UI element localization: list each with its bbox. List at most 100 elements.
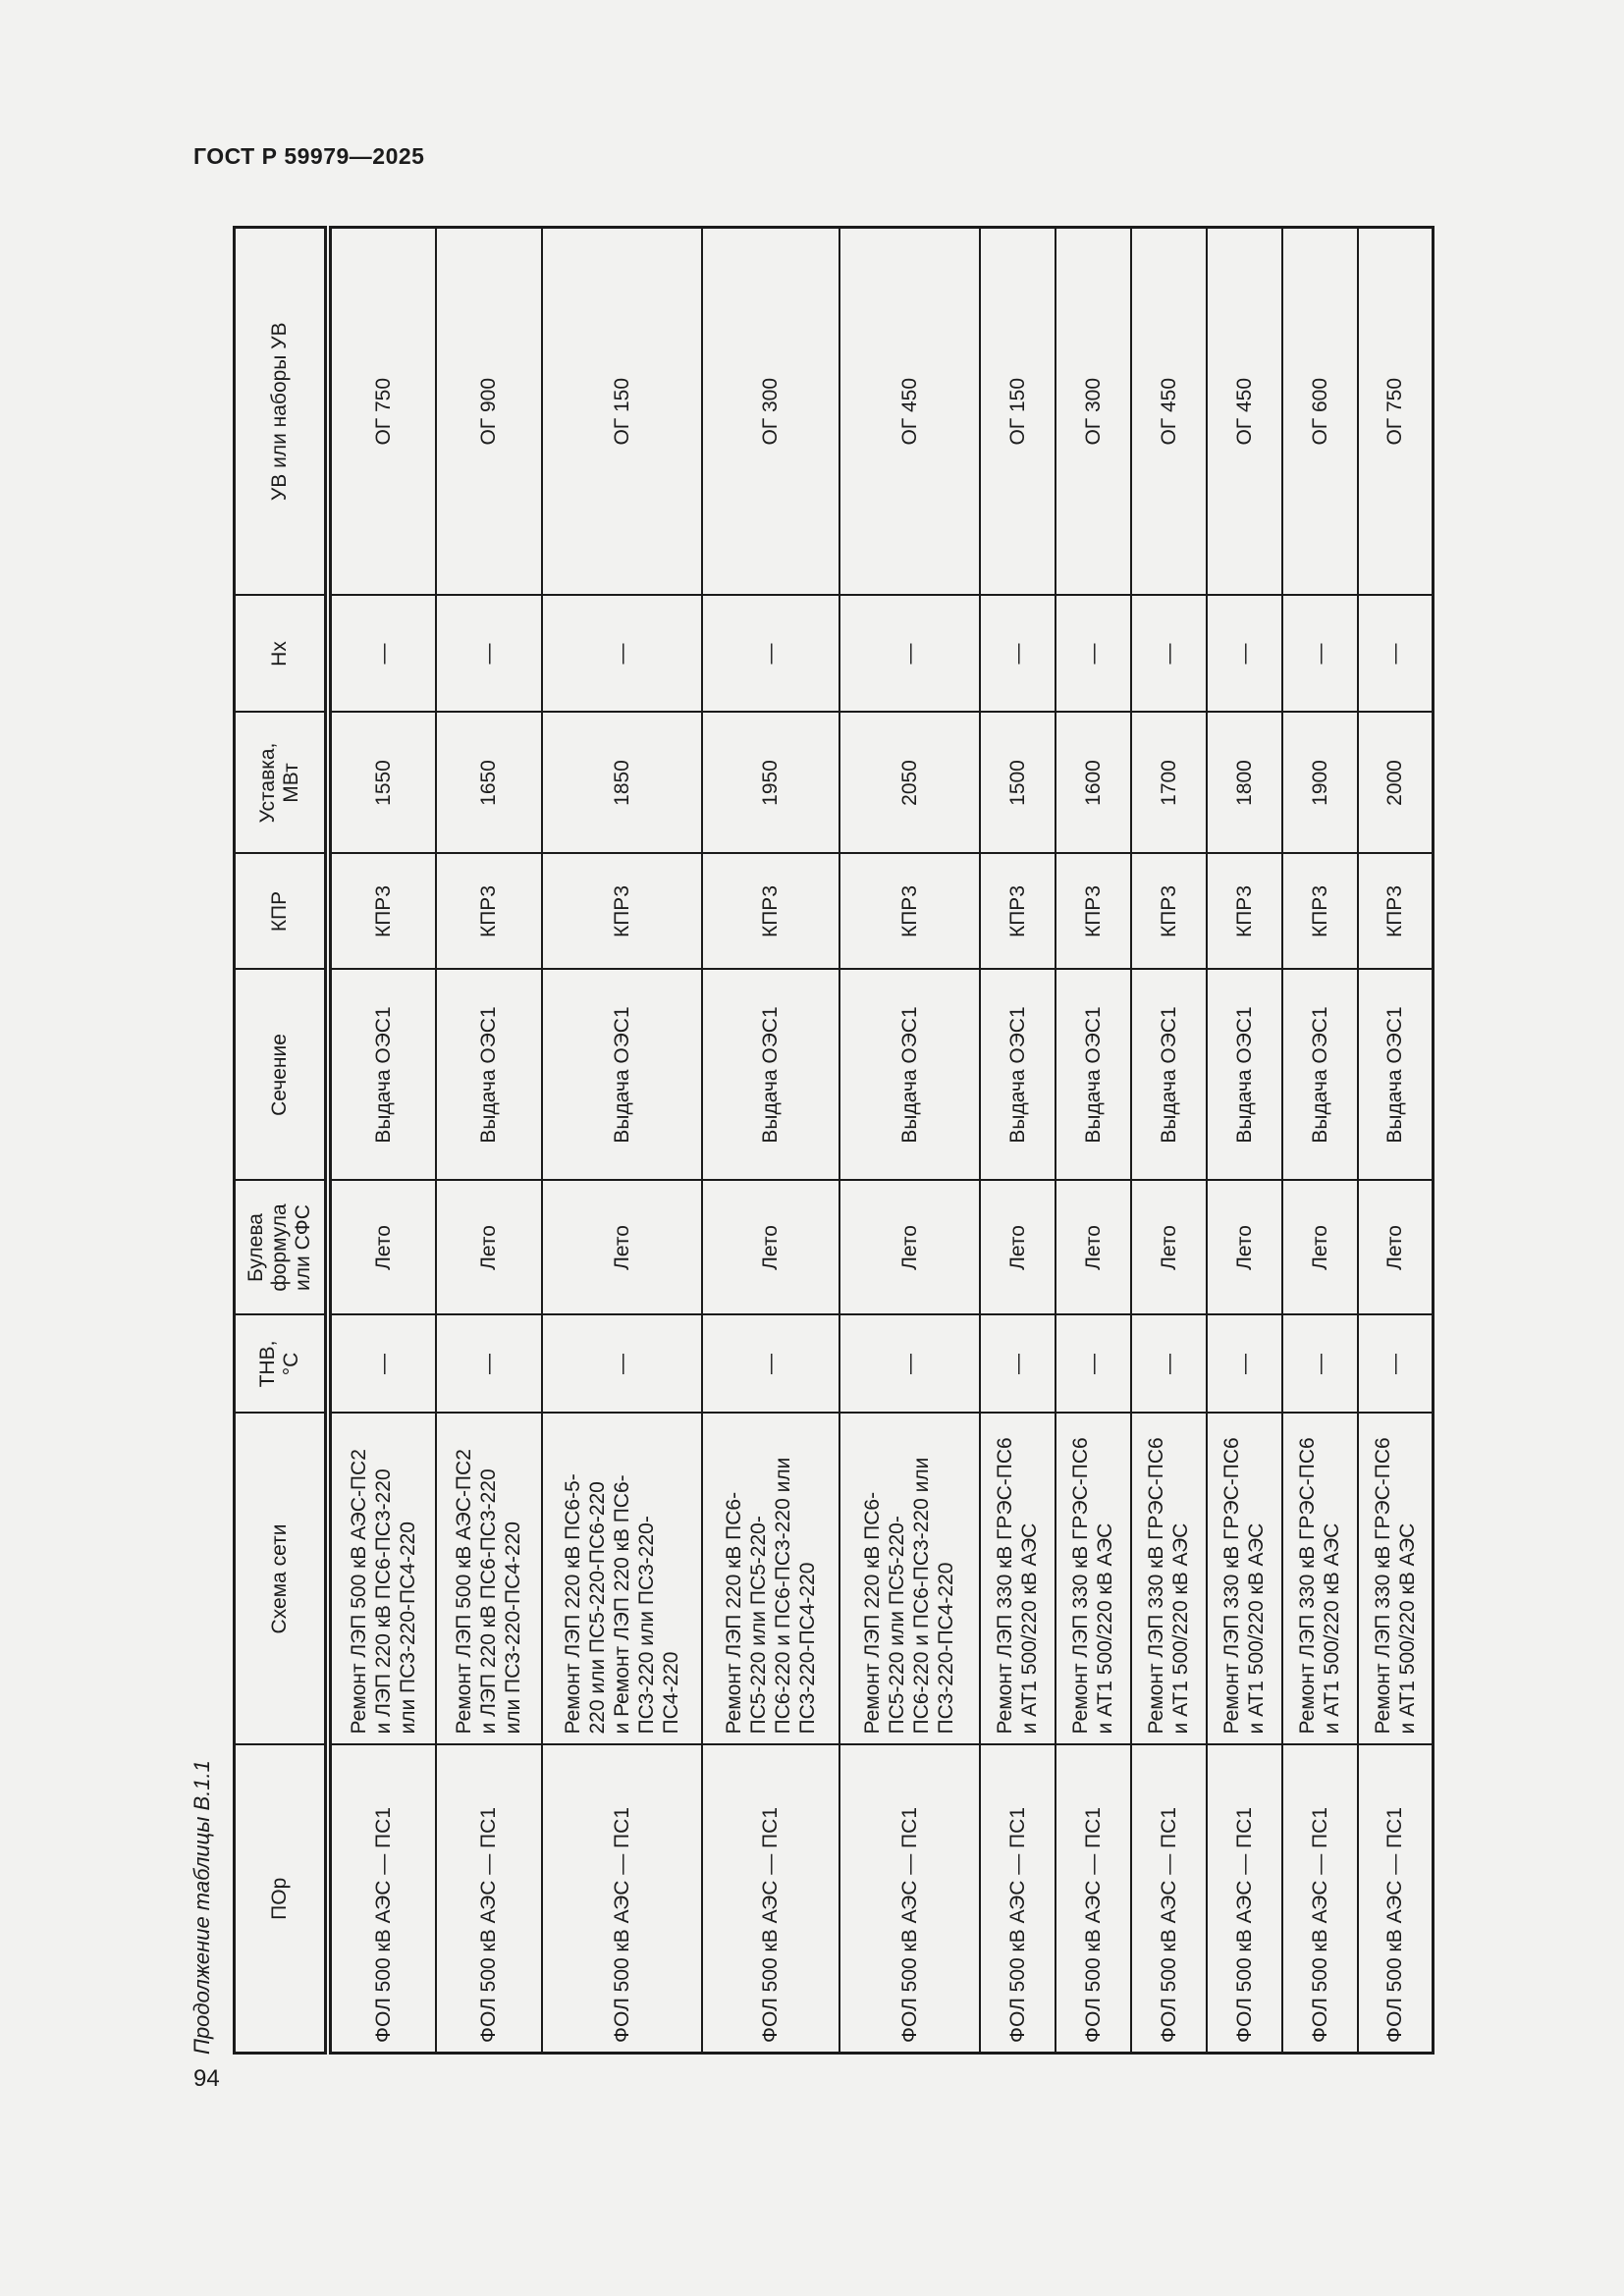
table-cell: Ремонт ЛЭП 330 кВ ГРЭС-ПС6 и АТ1 500/220… xyxy=(1130,1413,1207,1745)
table-cell: ОГ 750 xyxy=(1357,227,1434,596)
column-header: ПОр xyxy=(234,1744,328,2054)
table-cell: Выдача ОЭС1 xyxy=(979,969,1056,1181)
table-cell: ОГ 300 xyxy=(1055,227,1131,596)
table-row: ФОЛ 500 кВ АЭС — ПС1 Ремонт ЛЭП 330 кВ ГР… xyxy=(1130,227,1207,2054)
rotated-table-region: ПОр Схема сети ТНВ, °С Булева формула или С… xyxy=(233,226,1439,2055)
table-cell: Ремонт ЛЭП 500 кВ АЭС-ПС2 и ЛЭП 220 кВ П… xyxy=(327,1413,436,1745)
table-cell: 1950 xyxy=(701,712,839,854)
table-row: ФОЛ 500 кВ АЭС — ПС1 Ремонт ЛЭП 220 кВ ПС… xyxy=(701,227,839,2054)
column-header: Уставка, МВт xyxy=(234,712,328,854)
table-cell: 1500 xyxy=(979,712,1056,854)
table-cell: КПР3 xyxy=(541,853,702,970)
table-cell: — xyxy=(327,595,436,713)
table-cell: Ремонт ЛЭП 500 кВ АЭС-ПС2 и ЛЭП 220 кВ П… xyxy=(435,1413,542,1745)
table-cell: — xyxy=(1055,1314,1131,1414)
table-row: ФОЛ 500 кВ АЭС — ПС1 Ремонт ЛЭП 330 кВ ГР… xyxy=(1055,227,1131,2054)
table-cell: Выдача ОЭС1 xyxy=(1281,969,1358,1181)
table-cell: — xyxy=(1130,595,1207,713)
table-cell: ФОЛ 500 кВ АЭС — ПС1 xyxy=(1055,1744,1131,2054)
table-cell: КПР3 xyxy=(979,853,1056,970)
column-header: КПР xyxy=(234,853,328,970)
table-cell: 1600 xyxy=(1055,712,1131,854)
table-cell: 2050 xyxy=(839,712,980,854)
table-cell: ОГ 300 xyxy=(701,227,839,596)
table-cell: ОГ 450 xyxy=(1130,227,1207,596)
table-cell: Лето xyxy=(541,1180,702,1315)
table-cell: КПР3 xyxy=(1281,853,1358,970)
table-cell: ОГ 150 xyxy=(979,227,1056,596)
table-cell: КПР3 xyxy=(1357,853,1434,970)
table-cell: — xyxy=(435,1314,542,1414)
table-cell: — xyxy=(701,595,839,713)
column-header: УВ или наборы УВ xyxy=(234,227,328,596)
table-cell: КПР3 xyxy=(1206,853,1282,970)
table-cell: Лето xyxy=(1357,1180,1434,1315)
table-cell: — xyxy=(1357,1314,1434,1414)
table-cell: 1900 xyxy=(1281,712,1358,854)
table-cell: Лето xyxy=(1130,1180,1207,1315)
column-header: Сечение xyxy=(234,969,328,1181)
column-header: ТНВ, °С xyxy=(234,1314,328,1414)
table-cell: КПР3 xyxy=(327,853,436,970)
table-cell: 1700 xyxy=(1130,712,1207,854)
table-header: ПОр Схема сети ТНВ, °С Булева формула или С… xyxy=(234,227,328,2054)
landscape-table-wrapper: ПОр Схема сети ТНВ, °С Булева формула или С… xyxy=(233,226,1439,2055)
table-cell: ФОЛ 500 кВ АЭС — ПС1 xyxy=(327,1744,436,2054)
table-cell: ОГ 150 xyxy=(541,227,702,596)
table-cell: Ремонт ЛЭП 330 кВ ГРЭС-ПС6 и АТ1 500/220… xyxy=(1055,1413,1131,1745)
table-cell: 2000 xyxy=(1357,712,1434,854)
table-cell: ОГ 600 xyxy=(1281,227,1358,596)
table-row: ФОЛ 500 кВ АЭС — ПС1 Ремонт ЛЭП 220 кВ ПС… xyxy=(839,227,980,2054)
column-header: Нх xyxy=(234,595,328,713)
table-cell: — xyxy=(327,1314,436,1414)
table-cell: Лето xyxy=(327,1180,436,1315)
table-cell: 1550 xyxy=(327,712,436,854)
table-cell: КПР3 xyxy=(701,853,839,970)
table-cell: Выдача ОЭС1 xyxy=(701,969,839,1181)
table-cell: Ремонт ЛЭП 330 кВ ГРЭС-ПС6 и АТ1 500/220… xyxy=(1357,1413,1434,1745)
table-cell: — xyxy=(1281,595,1358,713)
table-cell: — xyxy=(541,595,702,713)
table-cell: Ремонт ЛЭП 330 кВ ГРЭС-ПС6 и АТ1 500/220… xyxy=(1206,1413,1282,1745)
table-cell: Ремонт ЛЭП 330 кВ ГРЭС-ПС6 и АТ1 500/220… xyxy=(1281,1413,1358,1745)
table-cell: 1650 xyxy=(435,712,542,854)
table-cell: — xyxy=(839,1314,980,1414)
table-cell: Лето xyxy=(1281,1180,1358,1315)
table-cell: ОГ 450 xyxy=(1206,227,1282,596)
table-row: ФОЛ 500 кВ АЭС — ПС1 Ремонт ЛЭП 330 кВ ГР… xyxy=(1281,227,1358,2054)
table-caption: Продолжение таблицы В.1.1 xyxy=(189,1760,214,2055)
table-cell: ФОЛ 500 кВ АЭС — ПС1 xyxy=(701,1744,839,2054)
table-cell: Ремонт ЛЭП 220 кВ ПС6-5- 220 или ПС5-220… xyxy=(541,1413,702,1745)
table-row: ФОЛ 500 кВ АЭС — ПС1 Ремонт ЛЭП 500 кВ АЭ… xyxy=(327,227,436,2054)
table-cell: ФОЛ 500 кВ АЭС — ПС1 xyxy=(979,1744,1056,2054)
table-cell: — xyxy=(1130,1314,1207,1414)
table-cell: ОГ 750 xyxy=(327,227,436,596)
table-cell: Выдача ОЭС1 xyxy=(839,969,980,1181)
header-row: ПОр Схема сети ТНВ, °С Булева формула или С… xyxy=(234,227,328,2054)
results-table: ПОр Схема сети ТНВ, °С Булева формула или С… xyxy=(233,226,1435,2055)
table-cell: — xyxy=(541,1314,702,1414)
table-row: ФОЛ 500 кВ АЭС — ПС1 Ремонт ЛЭП 500 кВ АЭ… xyxy=(435,227,542,2054)
table-cell: ОГ 900 xyxy=(435,227,542,596)
table-cell: — xyxy=(1357,595,1434,713)
table-cell: КПР3 xyxy=(1130,853,1207,970)
table-cell: Ремонт ЛЭП 220 кВ ПС6- ПС5-220 или ПС5-2… xyxy=(839,1413,980,1745)
column-header: Булева формула или СФС xyxy=(234,1180,328,1315)
table-cell: 1850 xyxy=(541,712,702,854)
table-cell: Выдача ОЭС1 xyxy=(327,969,436,1181)
table-cell: Лето xyxy=(1206,1180,1282,1315)
table-cell: ФОЛ 500 кВ АЭС — ПС1 xyxy=(1130,1744,1207,2054)
table-cell: Выдача ОЭС1 xyxy=(1130,969,1207,1181)
table-cell: Лето xyxy=(1055,1180,1131,1315)
page-number: 94 xyxy=(193,2065,220,2092)
table-cell: — xyxy=(1206,595,1282,713)
table-row: ФОЛ 500 кВ АЭС — ПС1 Ремонт ЛЭП 220 кВ ПС… xyxy=(541,227,702,2054)
table-cell: Выдача ОЭС1 xyxy=(1206,969,1282,1181)
table-cell: — xyxy=(435,595,542,713)
table-cell: 1800 xyxy=(1206,712,1282,854)
table-cell: — xyxy=(1206,1314,1282,1414)
column-header: Схема сети xyxy=(234,1413,328,1745)
table-cell: Выдача ОЭС1 xyxy=(1357,969,1434,1181)
table-cell: — xyxy=(979,595,1056,713)
table-cell: ФОЛ 500 кВ АЭС — ПС1 xyxy=(1206,1744,1282,2054)
